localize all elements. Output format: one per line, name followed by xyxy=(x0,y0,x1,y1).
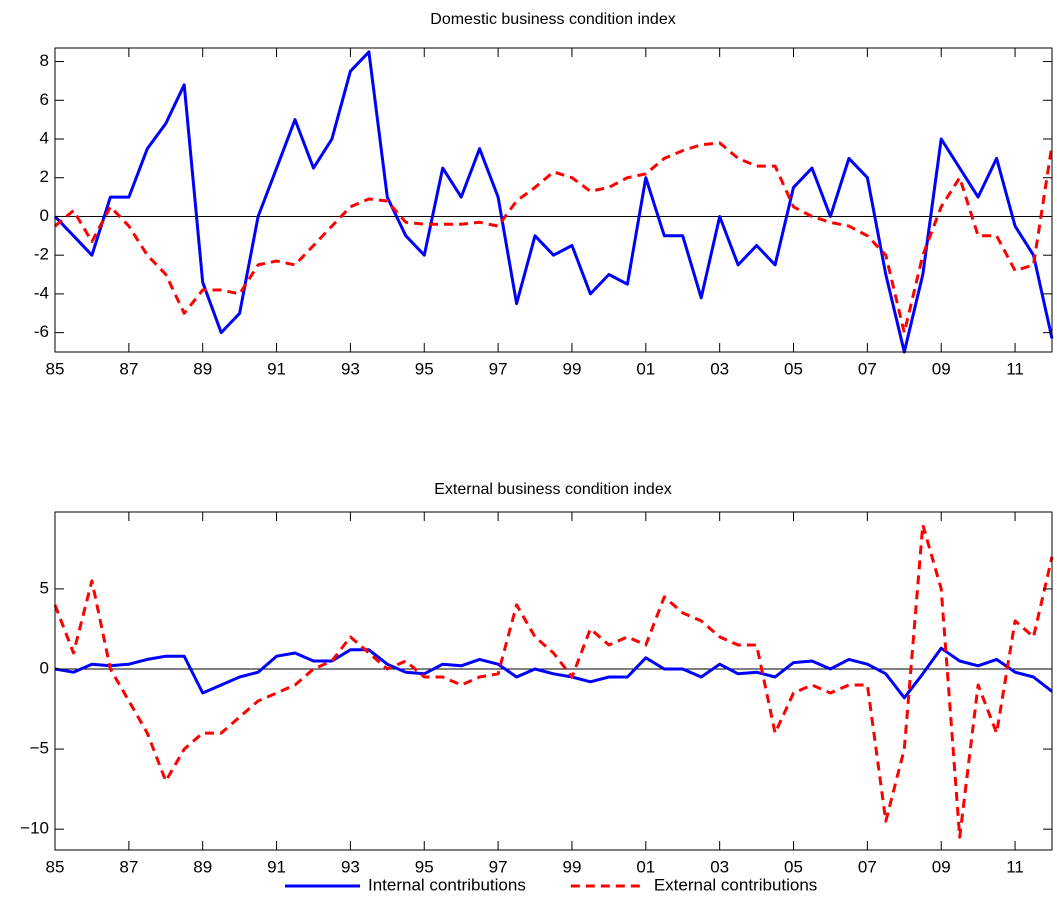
y-tick-label: 4 xyxy=(40,128,49,147)
x-tick-label: 03 xyxy=(710,359,729,378)
x-tick-label: 93 xyxy=(341,857,360,876)
y-tick-label: −10 xyxy=(20,819,49,838)
x-tick-label: 11 xyxy=(1006,857,1024,876)
x-tick-label: 99 xyxy=(563,857,582,876)
y-tick-label: 0 xyxy=(40,206,49,225)
data-line xyxy=(53,523,1054,839)
x-tick-label: 07 xyxy=(858,857,877,876)
chart-title: Domestic business condition index xyxy=(430,11,675,28)
y-tick-label: 6 xyxy=(40,90,49,109)
legend-label: External contributions xyxy=(654,875,817,894)
x-tick-label: 87 xyxy=(119,857,138,876)
legend-label: Internal contributions xyxy=(368,875,526,894)
x-tick-label: 85 xyxy=(46,857,65,876)
x-tick-label: 05 xyxy=(784,359,803,378)
x-tick-label: 09 xyxy=(932,857,951,876)
x-tick-label: 97 xyxy=(489,359,508,378)
x-tick-label: 93 xyxy=(341,359,360,378)
x-tick-label: 97 xyxy=(489,857,508,876)
y-tick-label: −5 xyxy=(30,739,49,758)
x-tick-label: 95 xyxy=(415,359,434,378)
x-tick-label: 01 xyxy=(636,359,655,378)
y-tick-label: 0 xyxy=(40,658,49,677)
plot-frame xyxy=(54,47,1053,353)
plot-frame xyxy=(54,511,1053,851)
y-tick-label: 2 xyxy=(40,167,49,186)
x-tick-label: 11 xyxy=(1006,359,1024,378)
data-line xyxy=(53,50,1054,354)
x-tick-label: 89 xyxy=(193,359,212,378)
y-tick-label: -2 xyxy=(34,245,49,264)
x-tick-label: 91 xyxy=(267,857,286,876)
x-tick-label: 95 xyxy=(415,857,434,876)
x-tick-label: 05 xyxy=(784,857,803,876)
chart-title: External business condition index xyxy=(434,481,671,498)
x-tick-label: 89 xyxy=(193,857,212,876)
x-tick-label: 99 xyxy=(563,359,582,378)
y-tick-label: -4 xyxy=(34,283,49,302)
x-tick-label: 03 xyxy=(710,857,729,876)
x-tick-label: 09 xyxy=(932,359,951,378)
x-tick-label: 91 xyxy=(267,359,286,378)
y-tick-label: 5 xyxy=(40,578,49,597)
x-tick-label: 87 xyxy=(119,359,138,378)
x-tick-label: 85 xyxy=(46,359,65,378)
data-line xyxy=(54,141,1054,335)
y-tick-label: -6 xyxy=(34,322,49,341)
y-tick-label: 8 xyxy=(40,51,49,70)
x-tick-label: 01 xyxy=(636,857,655,876)
x-tick-label: 07 xyxy=(858,359,877,378)
data-line xyxy=(54,646,1053,700)
